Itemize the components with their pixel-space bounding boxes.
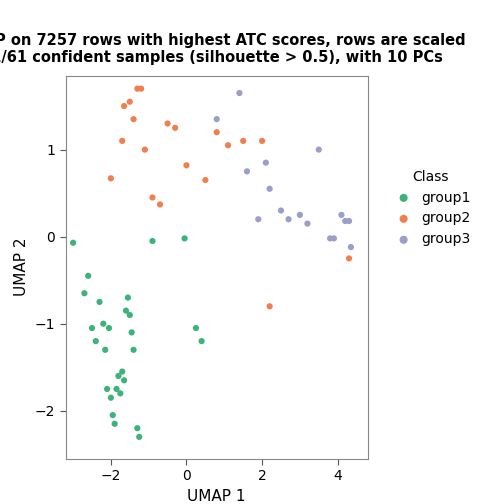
group1: [88, 324, 96, 332]
group2: [137, 85, 145, 93]
group2: [239, 137, 247, 145]
group1: [124, 293, 132, 301]
group1: [105, 324, 113, 332]
group1: [133, 424, 141, 432]
group1: [120, 376, 128, 385]
group1: [135, 433, 143, 441]
group1: [192, 324, 200, 332]
group1: [126, 311, 134, 319]
group3: [314, 146, 323, 154]
group3: [277, 207, 285, 215]
group3: [254, 215, 262, 223]
group3: [243, 167, 251, 175]
group2: [156, 201, 164, 209]
group2: [345, 255, 353, 263]
group3: [235, 89, 243, 97]
group2: [120, 102, 128, 110]
group1: [109, 411, 117, 419]
group3: [213, 115, 221, 123]
group1: [80, 289, 89, 297]
group2: [126, 98, 134, 106]
group1: [112, 385, 120, 393]
group1: [118, 367, 126, 375]
group3: [326, 234, 334, 242]
Legend: group1, group2, group3: group1, group2, group3: [387, 167, 474, 249]
group3: [262, 159, 270, 167]
group3: [296, 211, 304, 219]
group1: [180, 234, 188, 242]
group1: [198, 337, 206, 345]
group2: [130, 115, 138, 123]
group1: [103, 385, 111, 393]
group3: [266, 185, 274, 193]
group2: [202, 176, 210, 184]
Y-axis label: UMAP 2: UMAP 2: [14, 238, 29, 296]
group1: [101, 346, 109, 354]
group3: [341, 217, 349, 225]
group2: [141, 146, 149, 154]
group1: [107, 394, 115, 402]
group1: [116, 389, 124, 397]
group2: [266, 302, 274, 310]
group3: [330, 234, 338, 242]
group1: [114, 372, 122, 380]
group2: [224, 141, 232, 149]
Text: UMAP on 7257 rows with highest ATC scores, rows are scaled
61/61 confident sampl: UMAP on 7257 rows with highest ATC score…: [0, 33, 466, 65]
group2: [258, 137, 266, 145]
group1: [128, 329, 136, 337]
group1: [84, 272, 92, 280]
group1: [122, 306, 130, 314]
group3: [338, 211, 346, 219]
group2: [163, 119, 171, 128]
group1: [111, 420, 119, 428]
group1: [99, 320, 107, 328]
group2: [133, 85, 141, 93]
group2: [118, 137, 126, 145]
group3: [345, 217, 353, 225]
group1: [148, 237, 156, 245]
group2: [107, 174, 115, 182]
group1: [92, 337, 100, 345]
group2: [213, 128, 221, 136]
group2: [182, 161, 191, 169]
group3: [303, 220, 311, 228]
group3: [347, 243, 355, 251]
group2: [148, 194, 156, 202]
X-axis label: UMAP 1: UMAP 1: [187, 488, 246, 503]
group3: [284, 215, 292, 223]
group1: [69, 239, 77, 247]
group1: [96, 298, 104, 306]
group1: [130, 346, 138, 354]
group2: [171, 124, 179, 132]
